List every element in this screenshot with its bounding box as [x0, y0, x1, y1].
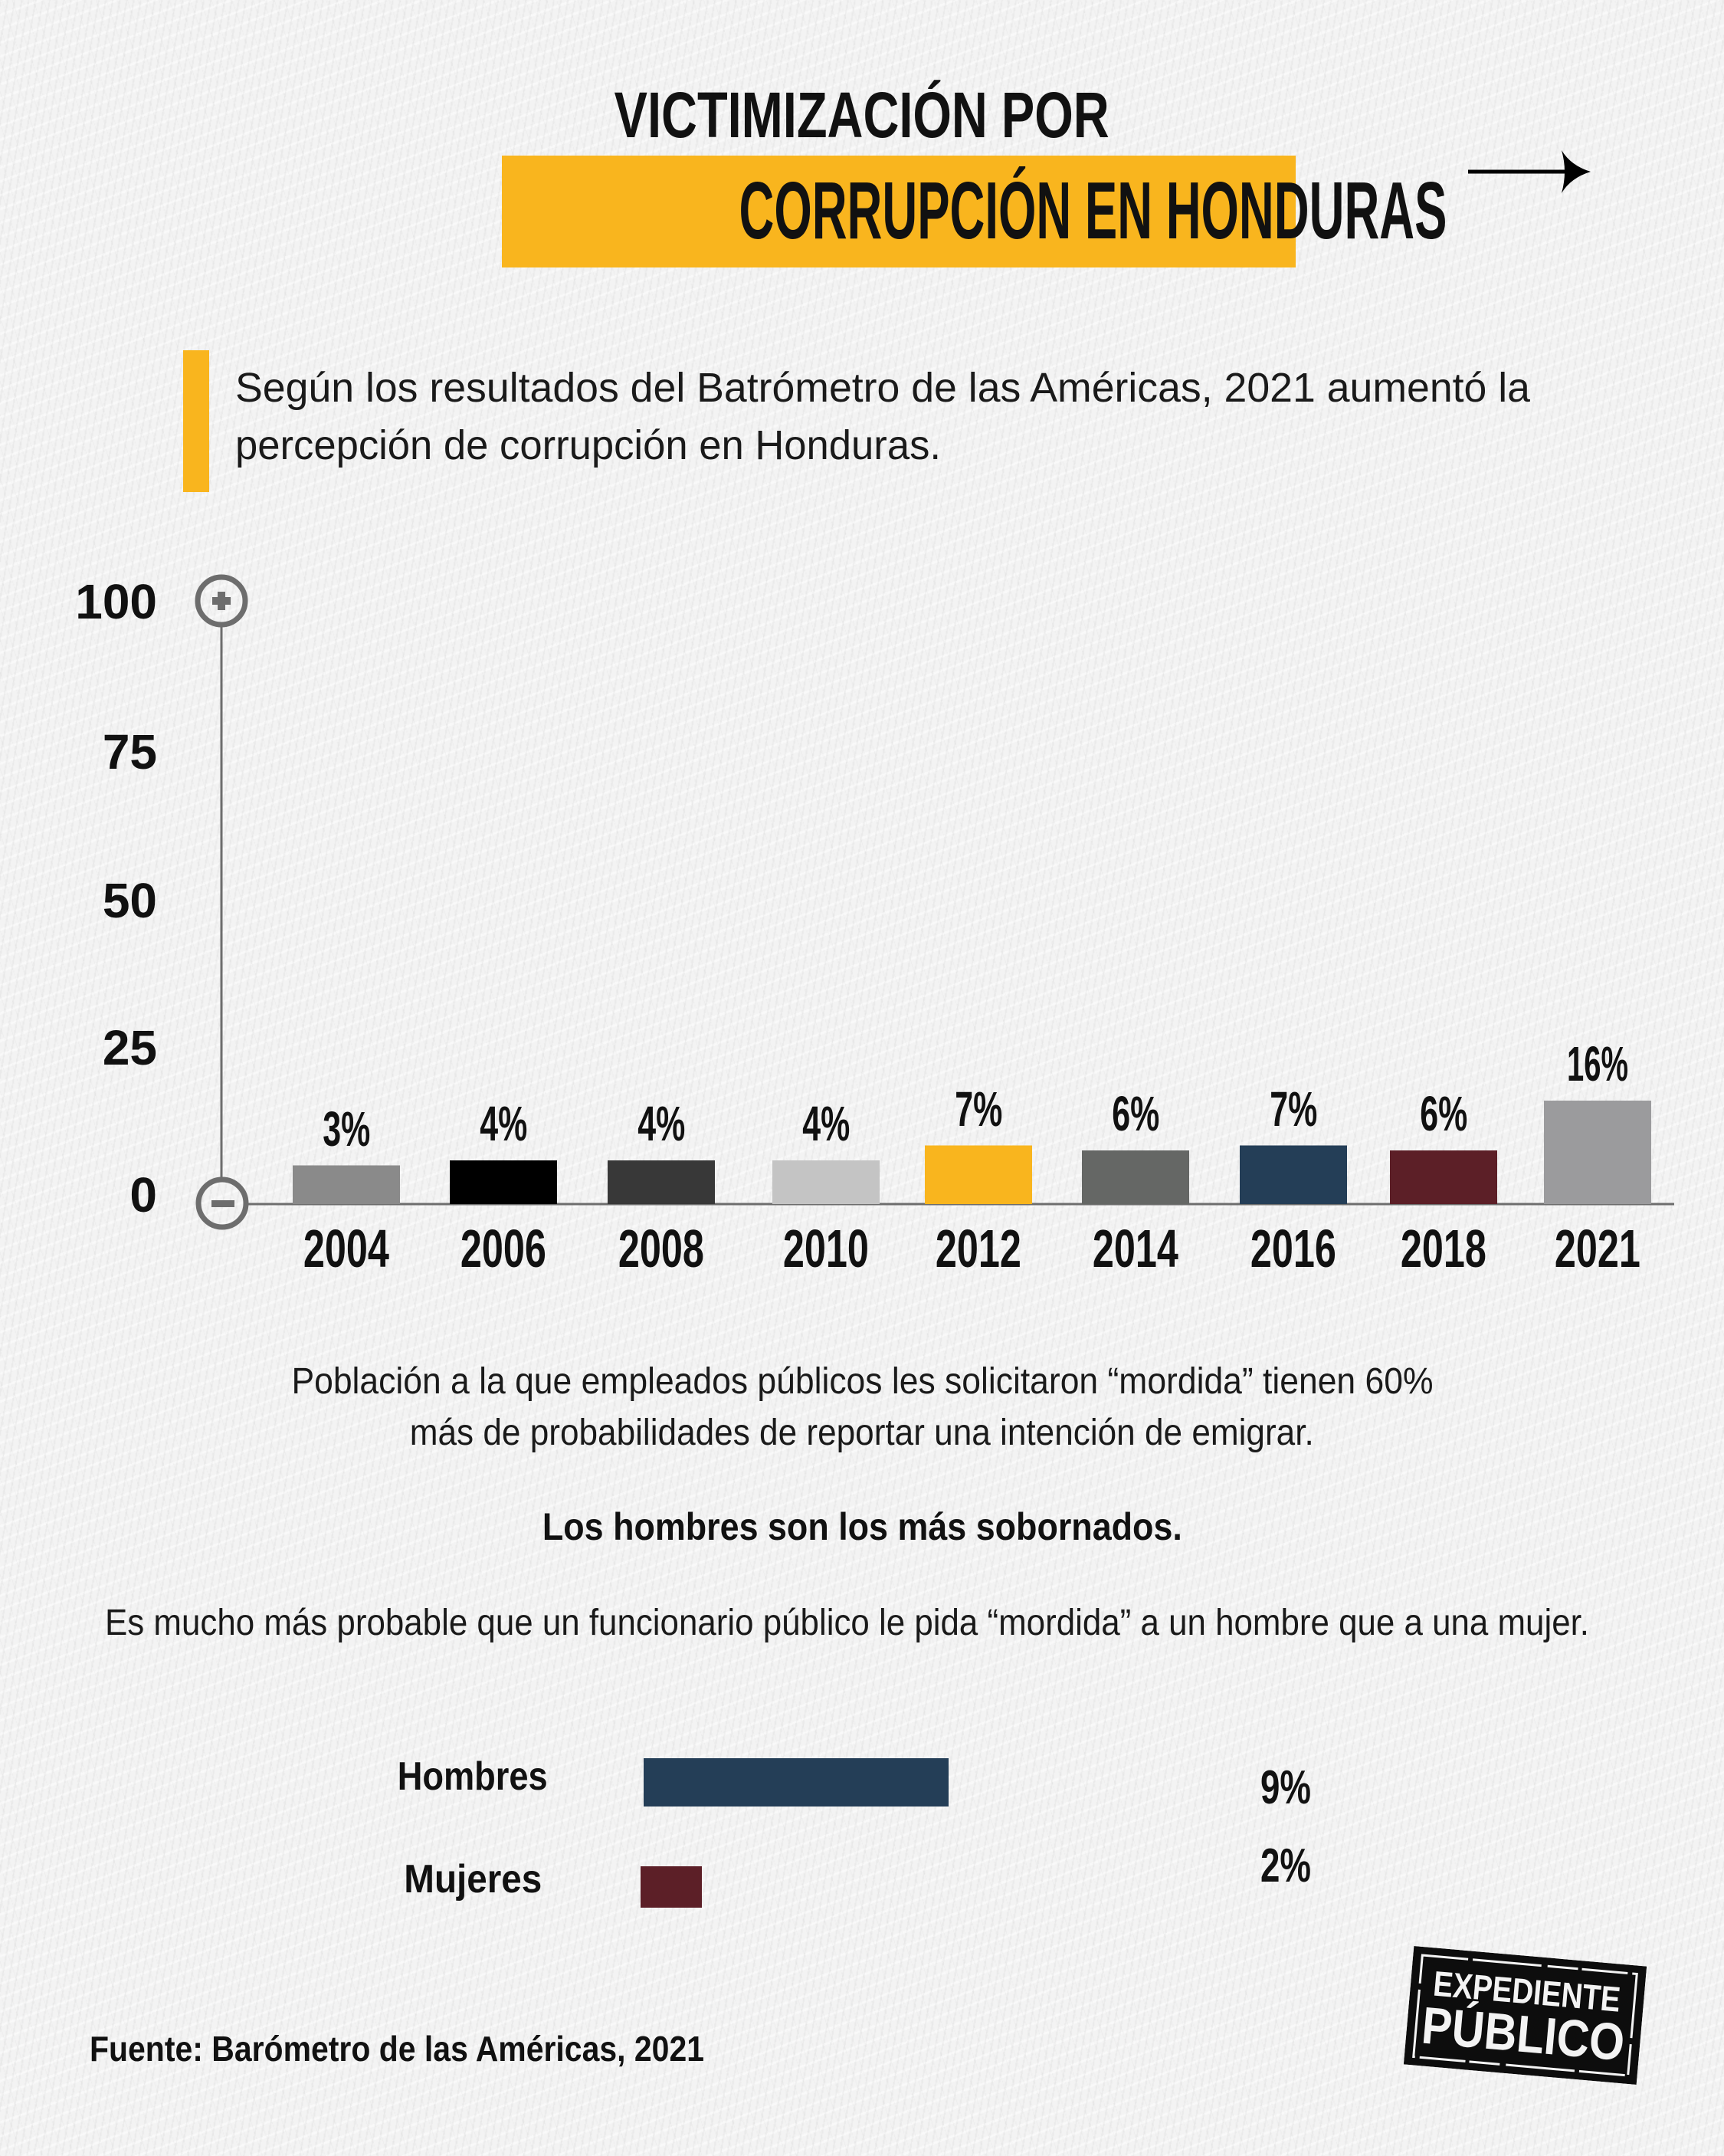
note-line-1: Población a la que empleados públicos le… [0, 1359, 1724, 1405]
x-tick-label: 2021 [1513, 1222, 1682, 1275]
label-text: 2018 [1400, 1219, 1486, 1278]
logo-stamp: EXPEDIENTE PÚBLICO [1403, 1946, 1647, 2085]
bar-2018 [1390, 1150, 1497, 1204]
bar-2021 [1544, 1101, 1651, 1204]
x-tick-label: 2006 [419, 1222, 588, 1275]
source-note: Fuente: Barómetro de las Américas, 2021 [90, 2027, 780, 2070]
intro-text-line-2: percepción de corrupción en Honduras. [235, 418, 960, 472]
label-text: Hombres [398, 1754, 548, 1799]
intro-accent-bar [183, 350, 209, 492]
bar-2008 [608, 1160, 715, 1204]
bar-2014 [1082, 1150, 1189, 1204]
bar-value-label: 6% [1367, 1089, 1520, 1138]
y-tick-label: 50 [73, 876, 157, 925]
label-text: 3% [323, 1101, 370, 1157]
bar-2004 [293, 1165, 400, 1204]
note-line-1-text: Población a la que empleados públicos le… [291, 1361, 1433, 1402]
intro-text-line-1: Según los resultados del Batrómetro de l… [235, 361, 1539, 415]
bar-value-label: 16% [1521, 1039, 1674, 1088]
bar-2012 [925, 1145, 1032, 1204]
label-text: 6% [1112, 1086, 1159, 1141]
note-line-2: más de probabilidades de reportar una in… [0, 1410, 1724, 1456]
bar-2010 [772, 1160, 880, 1204]
gender-bar-mujeres [641, 1866, 702, 1908]
label-text: 4% [480, 1096, 527, 1151]
bar-value-label: 7% [902, 1085, 1055, 1134]
x-tick-label: 2010 [742, 1222, 910, 1275]
title-line-2-text: CORRUPCIÓN EN HONDURAS [739, 166, 1447, 256]
label-text: 9% [1260, 1761, 1311, 1814]
label-text: 2012 [935, 1219, 1021, 1278]
bar-value-label: 7% [1217, 1085, 1370, 1134]
label-text: 4% [802, 1096, 850, 1151]
arrow-right-icon[interactable] [1463, 146, 1598, 199]
paragraph: Es mucho más probable que un funcionario… [105, 1600, 1724, 1646]
label-text: 2010 [782, 1219, 869, 1278]
label-text: 4% [637, 1096, 685, 1151]
label-text: 7% [955, 1081, 1002, 1137]
y-tick-label: 25 [73, 1023, 157, 1072]
bold-headline-text: Los hombres son los más sobornados. [542, 1505, 1182, 1548]
gender-label-mujeres: Mujeres [358, 1856, 588, 1902]
x-tick-label: 2016 [1209, 1222, 1378, 1275]
label-text: 2004 [303, 1219, 389, 1278]
bar-value-label: 3% [270, 1104, 423, 1153]
bar-value-label: 4% [585, 1099, 738, 1148]
bar-2006 [450, 1160, 557, 1204]
gender-value-hombres: 9% [1260, 1764, 1329, 1812]
gender-value-mujeres: 2% [1260, 1843, 1329, 1890]
x-tick-label: 2014 [1051, 1222, 1220, 1275]
x-tick-label: 2008 [577, 1222, 746, 1275]
label-text: 25 [102, 1020, 157, 1075]
y-tick-label: 75 [73, 727, 157, 776]
title-line-1-text: VICTIMIZACIÓN POR [614, 79, 1109, 151]
title-line-1: VICTIMIZACIÓN POR [0, 77, 1724, 153]
bar-value-label: 4% [427, 1099, 580, 1148]
label-text: 6% [1420, 1086, 1467, 1141]
label-text: 2006 [460, 1219, 546, 1278]
y-tick-label: 100 [73, 577, 157, 626]
label-text: 50 [102, 873, 157, 928]
label-text: 100 [75, 574, 157, 629]
intro-line-1-text: Según los resultados del Batrómetro de l… [235, 365, 1530, 411]
label-text: Mujeres [404, 1857, 542, 1902]
gender-label-hombres: Hombres [358, 1754, 588, 1800]
paragraph-text: Es mucho más probable que un funcionario… [105, 1603, 1589, 1643]
title-line-2: CORRUPCIÓN EN HONDURAS [502, 165, 1447, 257]
label-text: 2008 [618, 1219, 704, 1278]
label-text: 7% [1270, 1081, 1317, 1137]
label-text: 2016 [1250, 1219, 1336, 1278]
chart-axes [195, 574, 1674, 1230]
label-text: 0 [129, 1167, 157, 1222]
note-line-2-text: más de probabilidades de reportar una in… [410, 1413, 1314, 1453]
y-tick-label: 0 [73, 1170, 157, 1219]
bar-2016 [1240, 1145, 1347, 1204]
minus-circle-icon[interactable] [195, 1176, 249, 1230]
bar-chart: 100 75 50 25 0 3% 4% 4% 4% 7% 6% 7% 6% 16% 2004 2… [73, 574, 1682, 1275]
label-text: 16% [1567, 1036, 1628, 1091]
label-text: 2021 [1554, 1219, 1640, 1278]
x-tick-label: 2018 [1359, 1222, 1528, 1275]
x-tick-label: 2004 [262, 1222, 431, 1275]
bar-value-label: 4% [749, 1099, 903, 1148]
x-tick-label: 2012 [894, 1222, 1063, 1275]
title-highlight-box [502, 156, 1296, 267]
gender-bar-hombres [644, 1758, 949, 1807]
bold-headline: Los hombres son los más sobornados. [0, 1504, 1724, 1550]
label-text: 2014 [1092, 1219, 1178, 1278]
intro-line-2-text: percepción de corrupción en Honduras. [235, 422, 941, 468]
label-text: 75 [102, 724, 157, 779]
label-text: Fuente: Barómetro de las Américas, 2021 [90, 2029, 704, 2069]
expediente-publico-logo[interactable]: EXPEDIENTE PÚBLICO [1403, 1946, 1647, 2085]
plus-circle-icon[interactable] [195, 574, 248, 628]
label-text: 2% [1260, 1839, 1311, 1892]
bar-value-label: 6% [1059, 1089, 1212, 1138]
